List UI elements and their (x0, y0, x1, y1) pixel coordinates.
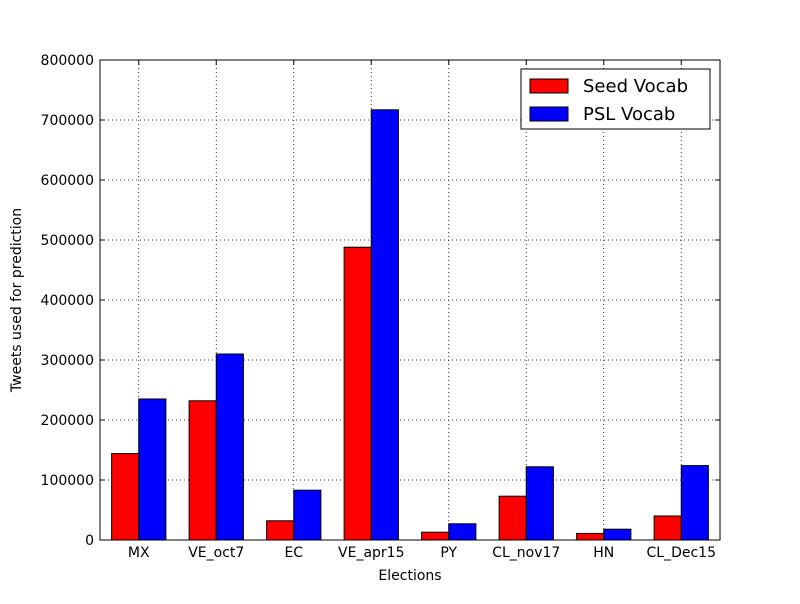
legend-label: PSL Vocab (583, 104, 675, 125)
bar-seed-vocab (653, 515, 682, 541)
bar-seed-vocab (343, 246, 372, 541)
y-tick-label: 500000 (41, 233, 94, 249)
bar-psl-vocab (525, 466, 554, 541)
bar-psl-vocab (370, 109, 399, 541)
x-tick-label: VE_apr15 (338, 545, 404, 561)
legend-swatch (529, 78, 569, 94)
legend-swatch (529, 106, 569, 122)
x-tick-label: HN (593, 545, 614, 561)
x-tick-label: EC (284, 545, 303, 561)
y-tick-label: 700000 (41, 113, 94, 129)
bar-psl-vocab (138, 398, 167, 541)
bar-seed-vocab (111, 453, 140, 541)
y-tick-label: 600000 (41, 173, 94, 189)
bar-psl-vocab (448, 523, 477, 541)
y-tick-label: 300000 (41, 353, 94, 369)
x-tick-label: VE_oct7 (188, 545, 244, 561)
bar-seed-vocab (188, 400, 217, 541)
bar-psl-vocab (603, 528, 632, 541)
bar-seed-vocab (266, 520, 295, 541)
y-tick-label: 100000 (41, 473, 94, 489)
x-tick-label: PY (440, 545, 457, 561)
bar-psl-vocab (293, 489, 322, 541)
bar-seed-vocab (421, 531, 450, 541)
bar-psl-vocab (680, 465, 709, 541)
bar-psl-vocab (215, 353, 244, 541)
legend-label: Seed Vocab (583, 76, 688, 97)
y-tick-label: 200000 (41, 413, 94, 429)
x-tick-label: CL_nov17 (492, 545, 560, 561)
x-tick-label: CL_Dec15 (647, 545, 716, 561)
bar-seed-vocab (576, 532, 605, 541)
x-tick-label: MX (128, 545, 150, 561)
legend: Seed Vocab PSL Vocab (520, 68, 711, 130)
y-tick-label: 0 (85, 533, 94, 549)
y-tick-label: 800000 (41, 53, 94, 69)
y-axis-label: Tweets used for prediction (9, 208, 25, 393)
axes: 0 100000 200000 300000 400000 500000 600000 700… (41, 53, 720, 561)
bar-seed-vocab (498, 495, 527, 541)
y-tick-label: 400000 (41, 293, 94, 309)
bars (111, 109, 709, 541)
x-axis-label: Elections (378, 568, 441, 584)
